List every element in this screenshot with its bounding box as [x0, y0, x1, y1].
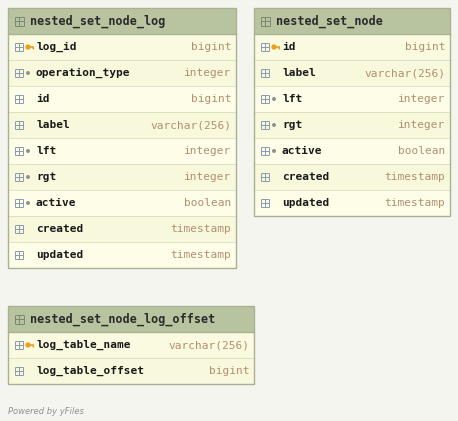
Text: integer: integer: [184, 146, 231, 156]
Text: timestamp: timestamp: [170, 224, 231, 234]
Bar: [8, 86, 236, 112]
Text: boolean: boolean: [184, 198, 231, 208]
Bar: [8, 242, 236, 268]
Circle shape: [26, 45, 30, 49]
Bar: [8, 34, 236, 60]
Bar: [8, 112, 236, 138]
Text: Powered by yFiles: Powered by yFiles: [8, 407, 84, 416]
Text: created: created: [36, 224, 83, 234]
Text: rgt: rgt: [282, 120, 302, 130]
Bar: [254, 8, 450, 34]
Circle shape: [273, 150, 275, 152]
Text: id: id: [282, 42, 295, 52]
Text: nested_set_node: nested_set_node: [276, 14, 383, 28]
Bar: [254, 86, 450, 112]
Text: active: active: [36, 198, 76, 208]
Bar: [8, 8, 236, 268]
Bar: [8, 306, 254, 384]
Bar: [8, 164, 236, 190]
Text: rgt: rgt: [36, 172, 56, 182]
Text: timestamp: timestamp: [170, 250, 231, 260]
Circle shape: [27, 176, 29, 178]
Text: varchar(256): varchar(256): [364, 68, 445, 78]
Bar: [8, 60, 236, 86]
Text: updated: updated: [36, 250, 83, 260]
Text: varchar(256): varchar(256): [168, 340, 249, 350]
Text: operation_type: operation_type: [36, 68, 131, 78]
Text: updated: updated: [282, 198, 329, 208]
Circle shape: [27, 150, 29, 152]
Bar: [254, 138, 450, 164]
Text: active: active: [282, 146, 322, 156]
Bar: [254, 34, 450, 60]
Text: integer: integer: [184, 68, 231, 78]
Circle shape: [27, 202, 29, 204]
Text: timestamp: timestamp: [384, 198, 445, 208]
Text: bigint: bigint: [404, 42, 445, 52]
Bar: [8, 138, 236, 164]
Text: log_id: log_id: [36, 42, 76, 52]
Circle shape: [273, 124, 275, 126]
Text: bigint: bigint: [191, 94, 231, 104]
Circle shape: [27, 72, 29, 74]
Circle shape: [273, 98, 275, 100]
Bar: [254, 60, 450, 86]
Text: boolean: boolean: [398, 146, 445, 156]
Bar: [8, 306, 254, 332]
Text: integer: integer: [398, 94, 445, 104]
Text: timestamp: timestamp: [384, 172, 445, 182]
Text: varchar(256): varchar(256): [150, 120, 231, 130]
Text: log_table_offset: log_table_offset: [36, 366, 144, 376]
Text: lft: lft: [36, 146, 56, 156]
Bar: [254, 8, 450, 216]
Bar: [8, 190, 236, 216]
Bar: [254, 112, 450, 138]
Text: bigint: bigint: [208, 366, 249, 376]
Circle shape: [272, 45, 276, 49]
Bar: [8, 358, 254, 384]
Bar: [8, 332, 254, 358]
Text: lft: lft: [282, 94, 302, 104]
Text: integer: integer: [184, 172, 231, 182]
Text: nested_set_node_log_offset: nested_set_node_log_offset: [30, 312, 215, 326]
Bar: [8, 216, 236, 242]
Bar: [8, 8, 236, 34]
Text: integer: integer: [398, 120, 445, 130]
Text: label: label: [36, 120, 70, 130]
Text: log_table_name: log_table_name: [36, 340, 131, 350]
Text: id: id: [36, 94, 49, 104]
Bar: [254, 190, 450, 216]
Text: bigint: bigint: [191, 42, 231, 52]
Circle shape: [26, 343, 30, 347]
Bar: [254, 164, 450, 190]
Text: nested_set_node_log: nested_set_node_log: [30, 14, 165, 28]
Text: label: label: [282, 68, 316, 78]
Text: created: created: [282, 172, 329, 182]
